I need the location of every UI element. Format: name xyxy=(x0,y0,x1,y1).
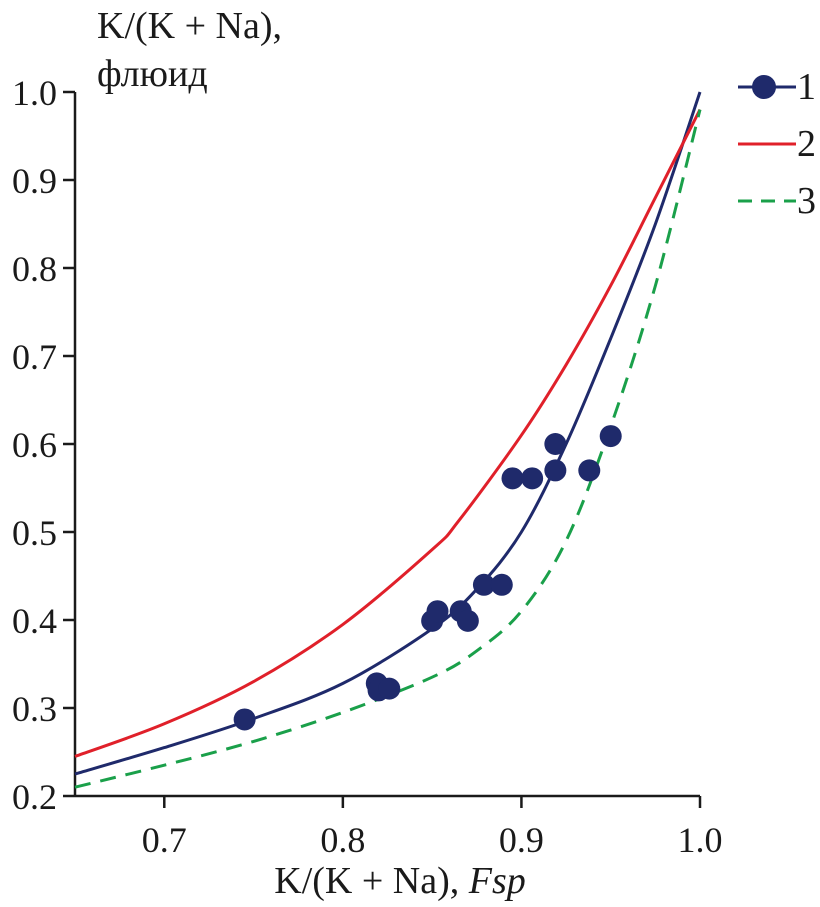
series-points xyxy=(233,425,622,731)
series-1-point xyxy=(426,600,449,623)
legend-label-2: 2 xyxy=(797,123,816,165)
y-tick-label: 0.4 xyxy=(12,601,57,641)
series-1-point xyxy=(599,425,622,448)
x-tick-label: 0.8 xyxy=(320,820,365,860)
series-1-point xyxy=(472,573,495,596)
series-1-point xyxy=(544,459,567,482)
x-tick-label: 1.0 xyxy=(678,820,723,860)
y-tick-label: 0.6 xyxy=(12,425,57,465)
x-tick-label: 0.9 xyxy=(499,820,544,860)
y-tick-label: 1.0 xyxy=(12,73,57,113)
y-tick-label: 0.9 xyxy=(12,161,57,201)
y-axis-title-line1: K/(K + Na), xyxy=(97,5,282,47)
legend: 1 2 3 xyxy=(738,66,816,222)
series-1-point xyxy=(501,467,524,490)
legend-label-3: 3 xyxy=(797,180,816,222)
series-2-line xyxy=(74,108,702,758)
legend-label-1: 1 xyxy=(797,66,816,108)
y-tick-label: 0.3 xyxy=(12,689,57,729)
x-axis-title-italic: Fsp xyxy=(468,860,526,902)
x-axis-title-main: K/(K + Na), xyxy=(274,860,469,902)
series-1-point xyxy=(233,708,256,731)
y-tick-label: 0.7 xyxy=(12,337,57,377)
series-1-point xyxy=(544,433,567,455)
y-tick-label: 0.2 xyxy=(12,777,57,817)
x-tick-label: 0.7 xyxy=(142,820,187,860)
series-1-point xyxy=(521,467,544,490)
series-1-point xyxy=(490,573,513,596)
y-tick-label: 0.5 xyxy=(12,513,57,553)
x-ticks: 0.7 0.8 0.9 1.0 xyxy=(142,796,723,860)
series-1-point xyxy=(378,677,401,700)
y-axis-title-line2: флюид xyxy=(97,53,208,95)
y-ticks: 0.2 0.3 0.4 0.5 0.6 0.7 0.8 0.9 1.0 xyxy=(12,73,75,817)
x-axis-title: K/(K + Na), Fsp xyxy=(274,860,526,902)
series-1-point xyxy=(578,459,601,482)
series-3-line xyxy=(74,109,702,789)
y-tick-label: 0.8 xyxy=(12,249,57,289)
series-1-point xyxy=(456,609,479,632)
legend-marker-1 xyxy=(752,75,776,99)
